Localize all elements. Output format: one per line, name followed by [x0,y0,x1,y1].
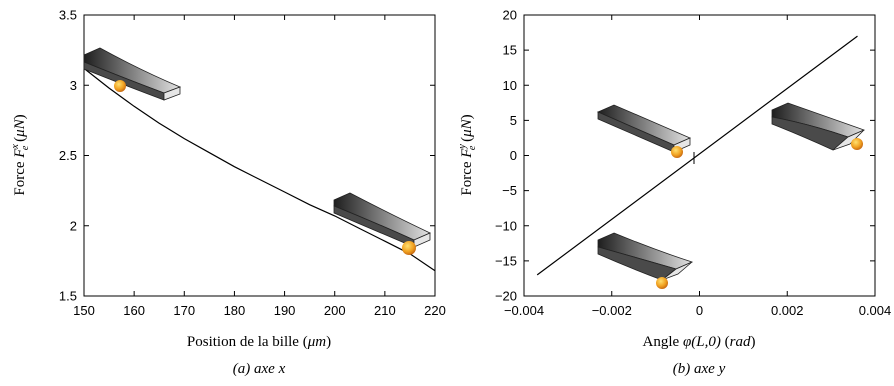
chart-b-x-axis-label: Angle φ(L,0) (rad) [643,334,756,350]
chart-a-y-tick-label: 3.5 [59,8,77,23]
chart-a-plot-frame [83,14,436,297]
chart-a-x-tick-label: 160 [123,303,145,318]
chart-b-x-tick-label: −0.004 [504,303,544,318]
chart-b-x-tick-label: 0.004 [859,303,892,318]
chart-b: −0.004 −0.002 0 0.002 0.004 −20 −15 −10 −5 0 5 10 15… [457,8,891,378]
cantilever-illustration-2 [333,192,431,255]
chart-a-x-tick-label: 150 [73,303,95,318]
chart-a-y-tick-label: 2 [70,218,77,233]
cantilever-illustration-1 [83,47,182,101]
chart-b-y-tick-label: −20 [495,289,517,304]
chart-a-x-tick-label: 220 [424,303,446,318]
chart-b-x-tick-label: 0.002 [771,303,804,318]
cantilever-illustration-5 [597,232,694,289]
chart-b-y-tick-label: 15 [503,43,517,58]
chart-a-y-tick-label: 2.5 [59,148,77,163]
chart-a-x-axis-label: Position de la bille (μm) [187,334,331,350]
chart-b-y-tick-label: 0 [510,148,517,163]
chart-a-caption: (a) axe x [233,361,286,377]
chart-a-x-tick-label: 190 [274,303,296,318]
chart-a-y-tick-label: 1.5 [59,289,77,304]
chart-b-plot-frame [523,14,876,297]
chart-b-y-tick-label: −15 [495,253,517,268]
chart-b-y-tick-label: 10 [503,78,517,93]
chart-b-ticks: −0.004 −0.002 0 0.002 0.004 −20 −15 −10 −5 0 5 10 15… [495,8,891,319]
chart-b-y-axis-label: Force Fye (μN) [457,114,478,195]
chart-a-y-axis-label: Force Fxe (μN) [10,114,31,195]
chart-b-caption: (b) axe y [673,361,726,377]
chart-b-x-tick-label: −0.002 [592,303,632,318]
chart-b-x-tick-label: 0 [696,303,703,318]
chart-a-x-tick-label: 210 [374,303,396,318]
chart-a-y-tick-label: 3 [70,78,77,93]
chart-a-x-tick-label: 200 [324,303,346,318]
chart-a-x-tick-label: 170 [173,303,195,318]
chart-a-x-tick-label: 180 [224,303,246,318]
chart-a-series-line [83,67,436,272]
chart-b-y-tick-label: 5 [510,113,517,128]
chart-a: 150 160 170 180 190 200 210 220 1.5 2 2.5 3 3.5 Forc… [10,8,446,378]
chart-b-series-line [536,35,858,276]
chart-b-y-tick-label: −10 [495,218,517,233]
cantilever-illustration-3 [596,104,692,158]
chart-a-ticks: 150 160 170 180 190 200 210 220 1.5 2 2.5 3 3.5 [59,8,446,319]
cantilever-illustration-4 [771,102,866,151]
chart-b-y-tick-label: −5 [502,183,517,198]
chart-b-y-tick-label: 20 [503,8,517,23]
